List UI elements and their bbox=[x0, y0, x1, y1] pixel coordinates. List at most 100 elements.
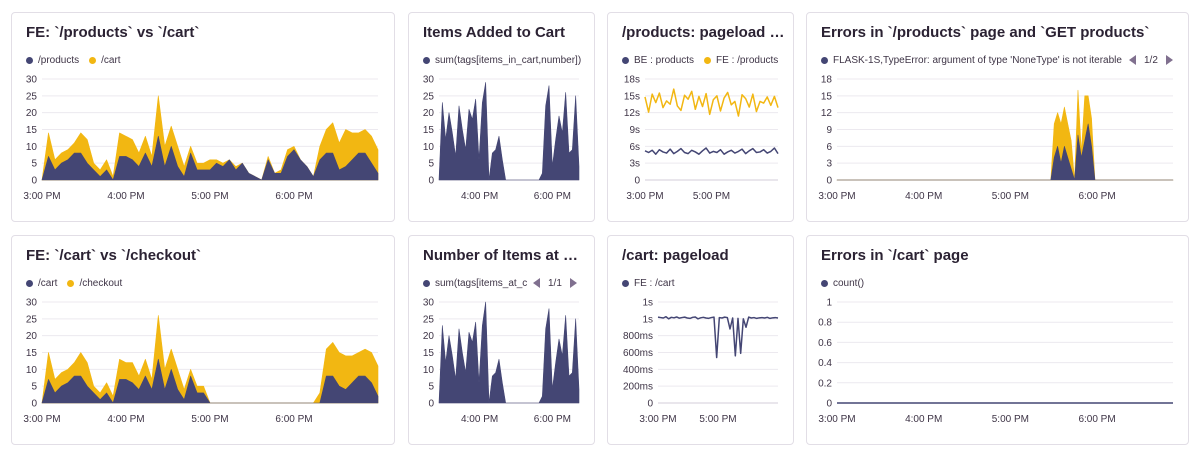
widget-items-at-checkout[interactable]: Number of Items at Che… sum(tags[items_a… bbox=[408, 235, 595, 445]
legend-dot-icon bbox=[26, 279, 33, 287]
legend-label: count() bbox=[833, 277, 865, 289]
x-tick-label: 5:00 PM bbox=[992, 191, 1029, 202]
widget-errors-products[interactable]: Errors in `/products` page and `GET prod… bbox=[806, 12, 1189, 222]
y-tick-label: 5 bbox=[428, 159, 434, 170]
y-tick-label: 15 bbox=[423, 348, 435, 359]
legend-item[interactable]: sum(tags[items_in_cart,number]) bbox=[423, 55, 581, 66]
x-tick-label: 6:00 PM bbox=[275, 191, 312, 202]
y-tick-label: 0 bbox=[634, 176, 640, 187]
legend-item[interactable]: /checkout bbox=[67, 278, 122, 289]
x-tick-label: 5:00 PM bbox=[992, 414, 1029, 425]
y-tick-label: 25 bbox=[26, 91, 38, 102]
x-tick-label: 3:00 PM bbox=[23, 414, 60, 425]
y-tick-label: 9s bbox=[629, 125, 640, 136]
y-tick-label: 3 bbox=[826, 159, 832, 170]
x-tick-label: 6:00 PM bbox=[1078, 191, 1115, 202]
widget-errors-cart[interactable]: Errors in `/cart` page count() 0 0.2 0.4 0.… bbox=[806, 235, 1189, 445]
series-area bbox=[836, 123, 1174, 181]
legend-dot-icon bbox=[821, 56, 828, 64]
chevron-left-icon[interactable] bbox=[533, 278, 540, 288]
y-tick-label: 20 bbox=[26, 108, 38, 119]
x-tick-label: 4:00 PM bbox=[461, 414, 498, 425]
legend-item[interactable]: /products bbox=[26, 55, 79, 66]
legend-dot-icon bbox=[67, 279, 75, 287]
legend-label: BE : products bbox=[634, 54, 695, 66]
legend-dot-icon bbox=[622, 279, 629, 287]
y-tick-label: 0.4 bbox=[818, 358, 832, 369]
y-tick-label: 30 bbox=[423, 75, 435, 86]
y-tick-label: 10 bbox=[423, 142, 435, 153]
legend-label: sum(tags[items_at_c bbox=[435, 277, 527, 289]
y-tick-label: 20 bbox=[26, 331, 38, 342]
y-tick-label: 1s bbox=[642, 298, 653, 309]
area-chart: 0 5 10 15 20 25 30 4:00 PM 6:00 PM bbox=[423, 75, 580, 202]
y-tick-label: 0.2 bbox=[818, 378, 832, 389]
series-line bbox=[644, 88, 779, 117]
legend-item[interactable]: count() bbox=[821, 278, 864, 289]
legend-item[interactable]: FE : /cart bbox=[622, 278, 675, 289]
area-chart: 0 5 10 15 20 25 30 3:00 PM 4:00 PM 5:00 PM 6:00 PM bbox=[23, 75, 379, 202]
legend-item[interactable]: sum(tags[items_at_c bbox=[423, 278, 527, 289]
legend-item[interactable]: FLASK-1S,TypeError: argument of type 'No… bbox=[821, 55, 1122, 66]
y-tick-label: 15 bbox=[423, 125, 435, 136]
y-tick-label: 0 bbox=[31, 176, 37, 187]
legend-dot-icon bbox=[704, 56, 712, 64]
y-tick-label: 200ms bbox=[623, 382, 653, 393]
x-tick-label: 3:00 PM bbox=[626, 191, 663, 202]
y-tick-label: 5 bbox=[31, 159, 37, 170]
legend-label: FE : /products bbox=[716, 54, 779, 66]
widget-cart-pageload[interactable]: /cart: pageload FE : /cart 0 200ms 400ms 60… bbox=[607, 235, 794, 445]
y-tick-label: 25 bbox=[423, 91, 435, 102]
widget-items-added-to-cart[interactable]: Items Added to Cart sum(tags[items_in_ca… bbox=[408, 12, 595, 222]
line-chart: 0 200ms 400ms 600ms 800ms 1s 1s 3:00 PM 5:00 PM bbox=[623, 298, 779, 425]
y-tick-label: 10 bbox=[26, 365, 38, 376]
y-tick-label: 18 bbox=[821, 75, 833, 86]
chart-legend: /products/cart bbox=[26, 53, 382, 67]
pager-label: 1/2 bbox=[1144, 54, 1158, 66]
x-tick-label: 6:00 PM bbox=[534, 414, 571, 425]
y-tick-label: 20 bbox=[423, 331, 435, 342]
chevron-right-icon[interactable] bbox=[569, 278, 577, 288]
legend-item[interactable]: /cart bbox=[26, 278, 57, 289]
y-tick-label: 12 bbox=[821, 108, 833, 119]
x-tick-label: 6:00 PM bbox=[534, 191, 571, 202]
x-tick-label: 5:00 PM bbox=[191, 191, 228, 202]
widget-products-vs-cart[interactable]: FE: `/products` vs `/cart` /products/car… bbox=[11, 12, 395, 222]
y-tick-label: 25 bbox=[26, 314, 38, 325]
legend-dot-icon bbox=[26, 56, 33, 64]
line-chart: 0 0.2 0.4 0.6 0.8 1 3:00 PM 4:00 PM 5:00 PM 6:00 … bbox=[818, 298, 1173, 425]
y-tick-label: 15 bbox=[26, 125, 38, 136]
series-line bbox=[644, 147, 779, 155]
chart-legend: sum(tags[items_at_c bbox=[423, 276, 527, 290]
y-tick-label: 0 bbox=[31, 399, 37, 410]
x-tick-label: 6:00 PM bbox=[1078, 414, 1115, 425]
y-tick-label: 30 bbox=[26, 75, 38, 86]
y-tick-label: 800ms bbox=[623, 331, 653, 342]
legend-item[interactable]: FE : /products bbox=[704, 55, 778, 66]
y-tick-label: 0 bbox=[647, 399, 653, 410]
y-tick-label: 15 bbox=[26, 348, 38, 359]
y-tick-label: 30 bbox=[423, 298, 435, 309]
chart-legend: FE : /cart bbox=[622, 276, 786, 290]
legend-item[interactable]: /cart bbox=[89, 54, 121, 66]
x-tick-label: 4:00 PM bbox=[905, 191, 942, 202]
chevron-left-icon[interactable] bbox=[1129, 55, 1136, 65]
widget-cart-vs-checkout[interactable]: FE: `/cart` vs `/checkout` /cart/checkou… bbox=[11, 235, 395, 445]
y-tick-label: 0 bbox=[826, 176, 832, 187]
area-chart: 0 3 6 9 12 15 18 3:00 PM 4:00 PM 5:00 PM 6:00 PM bbox=[818, 75, 1174, 202]
series-area bbox=[41, 358, 379, 404]
chevron-right-icon[interactable] bbox=[1165, 55, 1173, 65]
y-tick-label: 0.6 bbox=[818, 338, 832, 349]
legend-item[interactable]: BE : products bbox=[622, 55, 694, 66]
widget-products-pageload[interactable]: /products: pageload + r… BE : products FE… bbox=[607, 12, 794, 222]
series-area bbox=[41, 135, 379, 181]
legend-dot-icon bbox=[622, 56, 629, 64]
legend-pager: 1/2 bbox=[1125, 53, 1173, 67]
x-tick-label: 5:00 PM bbox=[699, 414, 736, 425]
x-tick-label: 5:00 PM bbox=[191, 414, 228, 425]
series-area bbox=[836, 89, 1174, 181]
chart-legend: /cart/checkout bbox=[26, 276, 382, 290]
y-tick-label: 18s bbox=[624, 75, 640, 86]
legend-pager: 1/1 bbox=[529, 276, 577, 290]
legend-label: /cart bbox=[101, 54, 121, 66]
